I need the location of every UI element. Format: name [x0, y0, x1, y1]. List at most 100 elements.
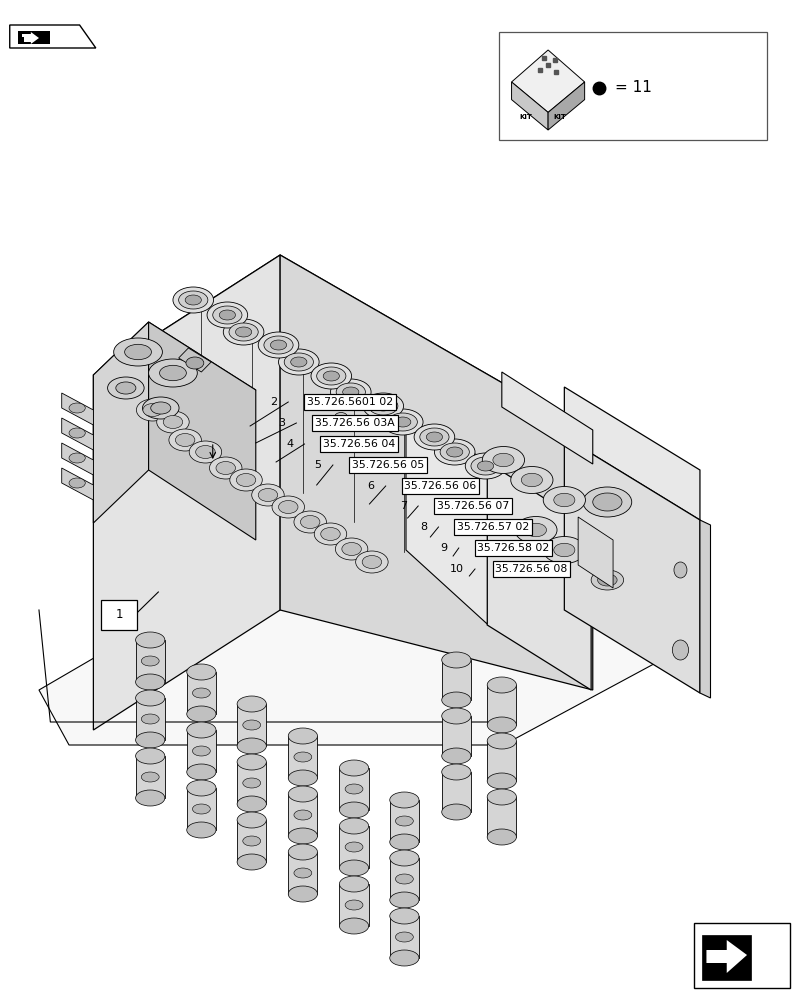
Ellipse shape [237, 738, 266, 754]
Text: 8: 8 [419, 522, 427, 532]
Ellipse shape [294, 752, 311, 762]
Ellipse shape [242, 720, 260, 730]
Ellipse shape [288, 828, 317, 844]
Ellipse shape [114, 338, 162, 366]
Ellipse shape [395, 816, 413, 826]
Ellipse shape [543, 487, 585, 514]
Polygon shape [135, 698, 165, 740]
Ellipse shape [141, 772, 159, 782]
Polygon shape [706, 940, 746, 973]
Ellipse shape [173, 287, 213, 313]
Ellipse shape [192, 688, 210, 698]
Polygon shape [441, 772, 470, 812]
Ellipse shape [345, 784, 363, 794]
Ellipse shape [441, 692, 470, 708]
Polygon shape [487, 797, 516, 837]
Ellipse shape [389, 908, 418, 924]
Ellipse shape [272, 496, 304, 518]
Polygon shape [62, 418, 93, 450]
Ellipse shape [419, 428, 448, 446]
Ellipse shape [187, 764, 216, 780]
Ellipse shape [69, 478, 85, 488]
Ellipse shape [477, 461, 493, 471]
Text: 9: 9 [440, 543, 447, 553]
Ellipse shape [209, 457, 242, 479]
Ellipse shape [389, 792, 418, 808]
Polygon shape [93, 322, 148, 523]
Ellipse shape [157, 411, 189, 433]
Ellipse shape [116, 382, 135, 394]
Circle shape [673, 562, 686, 578]
Ellipse shape [159, 365, 186, 381]
Ellipse shape [330, 379, 371, 405]
Ellipse shape [192, 746, 210, 756]
Polygon shape [339, 884, 368, 926]
Polygon shape [237, 820, 266, 862]
Ellipse shape [187, 822, 216, 838]
Ellipse shape [441, 652, 470, 668]
Ellipse shape [186, 357, 204, 369]
Ellipse shape [288, 728, 317, 744]
Polygon shape [564, 437, 699, 693]
Text: 4: 4 [285, 439, 293, 449]
Text: 35.726.56 05: 35.726.56 05 [351, 460, 423, 470]
Polygon shape [62, 443, 93, 475]
Ellipse shape [143, 403, 162, 416]
Text: 35.726.56 04: 35.726.56 04 [323, 439, 395, 449]
Polygon shape [487, 685, 516, 725]
Ellipse shape [143, 397, 178, 419]
Polygon shape [237, 704, 266, 746]
Ellipse shape [426, 432, 442, 442]
Ellipse shape [270, 340, 286, 350]
Ellipse shape [510, 466, 552, 493]
Ellipse shape [187, 706, 216, 722]
Ellipse shape [294, 868, 311, 878]
Ellipse shape [362, 556, 381, 568]
Ellipse shape [487, 677, 516, 693]
Polygon shape [62, 393, 93, 425]
Ellipse shape [355, 551, 388, 573]
Polygon shape [339, 826, 368, 868]
Ellipse shape [69, 428, 85, 438]
Text: 35.726.58 02: 35.726.58 02 [477, 543, 549, 553]
Ellipse shape [212, 306, 242, 324]
Polygon shape [699, 520, 710, 698]
Polygon shape [441, 716, 470, 756]
Ellipse shape [187, 722, 216, 738]
Ellipse shape [288, 770, 317, 786]
Ellipse shape [136, 399, 169, 421]
Ellipse shape [336, 383, 365, 401]
Polygon shape [406, 420, 487, 624]
Ellipse shape [236, 474, 255, 487]
Ellipse shape [135, 674, 165, 690]
Circle shape [672, 640, 688, 660]
Ellipse shape [553, 543, 574, 557]
Ellipse shape [441, 804, 470, 820]
Ellipse shape [339, 802, 368, 818]
Ellipse shape [441, 708, 470, 724]
Ellipse shape [514, 516, 556, 544]
Ellipse shape [187, 780, 216, 796]
Text: KIT: KIT [519, 114, 532, 120]
Ellipse shape [389, 892, 418, 908]
Text: 35.726.56 07: 35.726.56 07 [436, 501, 508, 511]
Ellipse shape [294, 810, 311, 820]
FancyBboxPatch shape [18, 31, 50, 44]
Ellipse shape [251, 484, 284, 506]
Ellipse shape [339, 860, 368, 876]
Ellipse shape [223, 319, 264, 345]
Ellipse shape [187, 664, 216, 680]
Ellipse shape [320, 528, 340, 540]
Text: KIT: KIT [553, 114, 566, 120]
Polygon shape [187, 788, 216, 830]
Polygon shape [511, 50, 584, 112]
Text: 35.726.56 03A: 35.726.56 03A [315, 418, 394, 428]
FancyBboxPatch shape [693, 923, 789, 988]
Text: 7: 7 [399, 501, 406, 511]
Ellipse shape [135, 732, 165, 748]
Polygon shape [135, 756, 165, 798]
Polygon shape [280, 255, 592, 690]
Ellipse shape [470, 457, 500, 475]
Ellipse shape [163, 416, 182, 428]
Polygon shape [339, 768, 368, 810]
